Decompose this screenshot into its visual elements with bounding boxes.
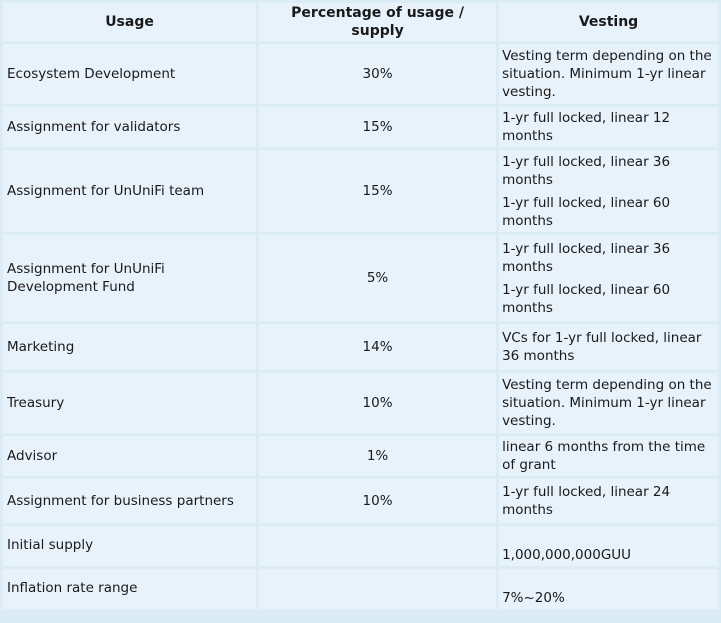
percentage-cell: 15% [259, 107, 497, 147]
table-row: Treasury 10% Vesting term depending on t… [3, 373, 718, 433]
percentage-cell: 10% [259, 479, 497, 523]
usage-cell: Assignment for UnUniFi Development Fund [3, 235, 257, 321]
usage-cell: Marketing [3, 324, 257, 370]
header-vesting: Vesting [499, 3, 718, 41]
table-row: Assignment for business partners 10% 1-y… [3, 479, 718, 523]
percentage-cell: 30% [259, 44, 497, 104]
empty-cell [259, 526, 497, 566]
table-row: Assignment for UnUniFi Development Fund … [3, 235, 718, 321]
vesting-cell: 1-yr full locked, linear 24 months [499, 479, 718, 523]
vesting-text: 1-yr full locked, linear 36 months [502, 240, 671, 275]
vesting-text: linear 6 months from the time of grant [502, 439, 706, 473]
vesting-cell: VCs for 1-yr full locked, linear 36 mont… [499, 324, 718, 370]
table-row: Marketing 14% VCs for 1-yr full locked, … [3, 324, 718, 370]
initial-supply-row: Initial supply 1,000,000,000GUU [3, 526, 718, 566]
table-row: Ecosystem Development 30% Vesting term d… [3, 44, 718, 104]
usage-cell: Assignment for business partners [3, 479, 257, 523]
inflation-rate-row: Inflation rate range 7%~20% [3, 569, 718, 609]
percentage-cell: 14% [259, 324, 497, 370]
vesting-text: 1-yr full locked, linear 24 months [502, 484, 671, 518]
vesting-cell: 1-yr full locked, linear 36 months 1-yr … [499, 235, 718, 321]
vesting-cell: 1-yr full locked, linear 12 months [499, 107, 718, 147]
header-percentage: Percentage of usage / supply [259, 3, 497, 41]
vesting-text: 1-yr full locked, linear 12 months [502, 110, 671, 144]
usage-cell: Advisor [3, 436, 257, 476]
percentage-cell: 5% [259, 235, 497, 321]
vesting-text: 1-yr full locked, linear 36 months [502, 153, 671, 188]
vesting-text: Vesting term depending on the situation.… [502, 48, 712, 100]
inflation-rate-label: Inflation rate range [3, 569, 257, 609]
table-row: Assignment for UnUniFi team 15% 1-yr ful… [3, 150, 718, 232]
vesting-cell: Vesting term depending on the situation.… [499, 373, 718, 433]
header-row: Usage Percentage of usage / supply Vesti… [3, 3, 718, 41]
table-row: Assignment for validators 15% 1-yr full … [3, 107, 718, 147]
initial-supply-label: Initial supply [3, 526, 257, 566]
percentage-cell: 1% [259, 436, 497, 476]
vesting-text: VCs for 1-yr full locked, linear 36 mont… [502, 330, 702, 364]
usage-cell: Ecosystem Development [3, 44, 257, 104]
table-row: Advisor 1% linear 6 months from the time… [3, 436, 718, 476]
usage-cell: Assignment for UnUniFi team [3, 150, 257, 232]
usage-cell: Treasury [3, 373, 257, 433]
initial-supply-value: 1,000,000,000GUU [499, 526, 718, 566]
vesting-text: 1-yr full locked, linear 60 months [502, 281, 671, 316]
empty-cell [259, 569, 497, 609]
vesting-cell: Vesting term depending on the situation.… [499, 44, 718, 104]
percentage-cell: 10% [259, 373, 497, 433]
vesting-cell: 1-yr full locked, linear 36 months 1-yr … [499, 150, 718, 232]
header-usage: Usage [3, 3, 257, 41]
usage-cell: Assignment for validators [3, 107, 257, 147]
vesting-cell: linear 6 months from the time of grant [499, 436, 718, 476]
vesting-text: Vesting term depending on the situation.… [502, 377, 712, 429]
inflation-rate-value: 7%~20% [499, 569, 718, 609]
vesting-text: 1-yr full locked, linear 60 months [502, 194, 671, 229]
percentage-cell: 15% [259, 150, 497, 232]
